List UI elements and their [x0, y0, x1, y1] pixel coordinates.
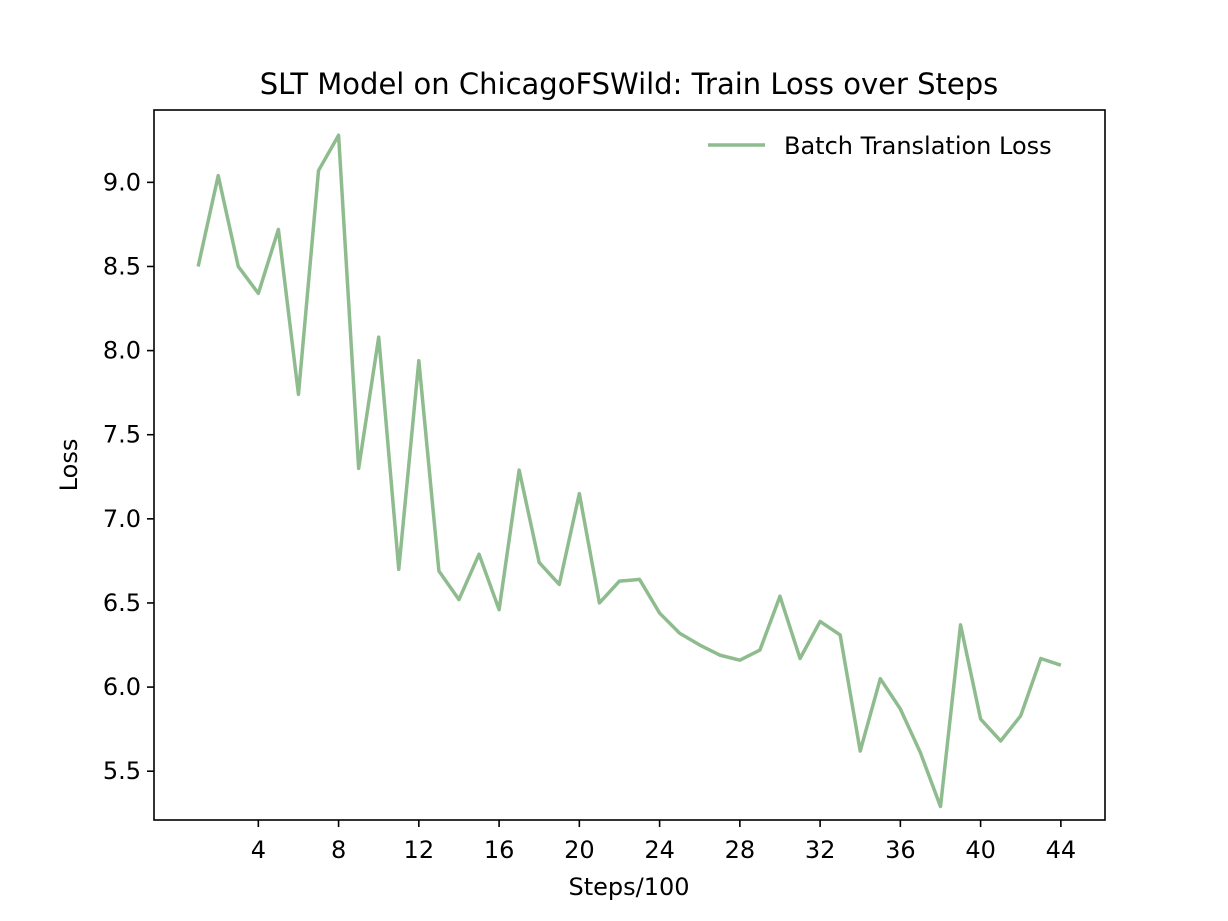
- plot-frame: [153, 109, 1106, 821]
- legend: Batch Translation Loss: [708, 132, 1052, 160]
- y-tick-label: 8.5: [103, 252, 141, 280]
- y-tick-label: 9.0: [103, 168, 141, 196]
- y-tick-label: 5.5: [103, 757, 141, 785]
- x-tick-label: 16: [484, 836, 515, 864]
- y-axis: 5.5 6.0 6.5 7.0 7.5 8.0 8.5 9.0: [103, 168, 154, 785]
- x-tick-label: 24: [644, 836, 675, 864]
- x-axis: 4 8 12 16 20 24 28 32 36 40 44: [251, 820, 1076, 864]
- x-tick-label: 40: [965, 836, 996, 864]
- y-axis-title: Loss: [55, 439, 83, 492]
- x-tick-label: 36: [885, 836, 916, 864]
- x-tick-label: 44: [1046, 836, 1077, 864]
- x-axis-title: Steps/100: [568, 873, 689, 901]
- y-tick-label: 7.0: [103, 505, 141, 533]
- y-tick-label: 7.5: [103, 421, 141, 449]
- x-tick-label: 28: [725, 836, 756, 864]
- chart-title: SLT Model on ChicagoFSWild: Train Loss o…: [260, 67, 998, 101]
- x-tick-label: 4: [251, 836, 266, 864]
- series-layer: [196, 133, 1062, 809]
- y-tick-label: 8.0: [103, 337, 141, 365]
- series-line: [196, 133, 1062, 809]
- y-tick-label: 6.5: [103, 589, 141, 617]
- x-tick-label: 20: [564, 836, 595, 864]
- y-tick-label: 6.0: [103, 673, 141, 701]
- legend-label: Batch Translation Loss: [784, 132, 1052, 160]
- x-tick-label: 8: [331, 836, 346, 864]
- x-tick-label: 12: [404, 836, 435, 864]
- x-tick-label: 32: [805, 836, 836, 864]
